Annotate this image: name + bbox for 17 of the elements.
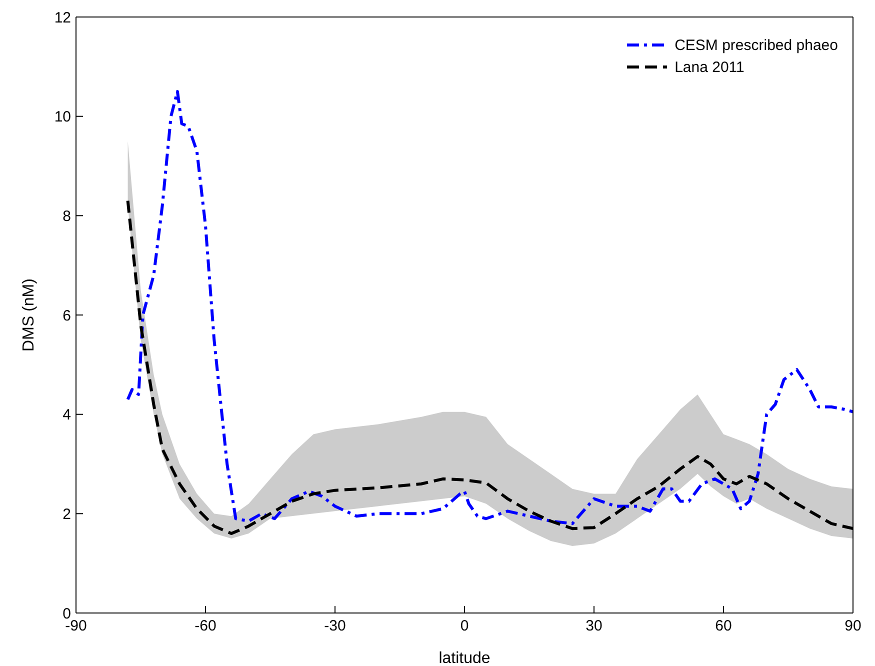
y-tick-label: 8 [62, 208, 71, 225]
x-tick-label: 0 [460, 618, 469, 635]
y-tick-label: 12 [54, 9, 71, 26]
legend-label: CESM prescribed phaeo [674, 36, 838, 54]
x-tick-label: 60 [715, 618, 732, 635]
y-tick-label: 10 [54, 108, 71, 126]
legend-label: Lana 2011 [674, 58, 744, 76]
y-tick-label: 4 [62, 406, 71, 424]
y-tick-label: 2 [62, 506, 71, 523]
y-axis-title: DMS (nM) [20, 278, 38, 352]
x-tick-label: -60 [194, 618, 216, 635]
x-tick-label: 30 [586, 618, 602, 635]
y-tick-label: 6 [62, 307, 71, 324]
x-tick-label: -30 [324, 618, 346, 635]
line-series [126, 90, 853, 526]
x-tick-label: 90 [844, 618, 862, 635]
x-axis-title: latitude [438, 650, 490, 666]
